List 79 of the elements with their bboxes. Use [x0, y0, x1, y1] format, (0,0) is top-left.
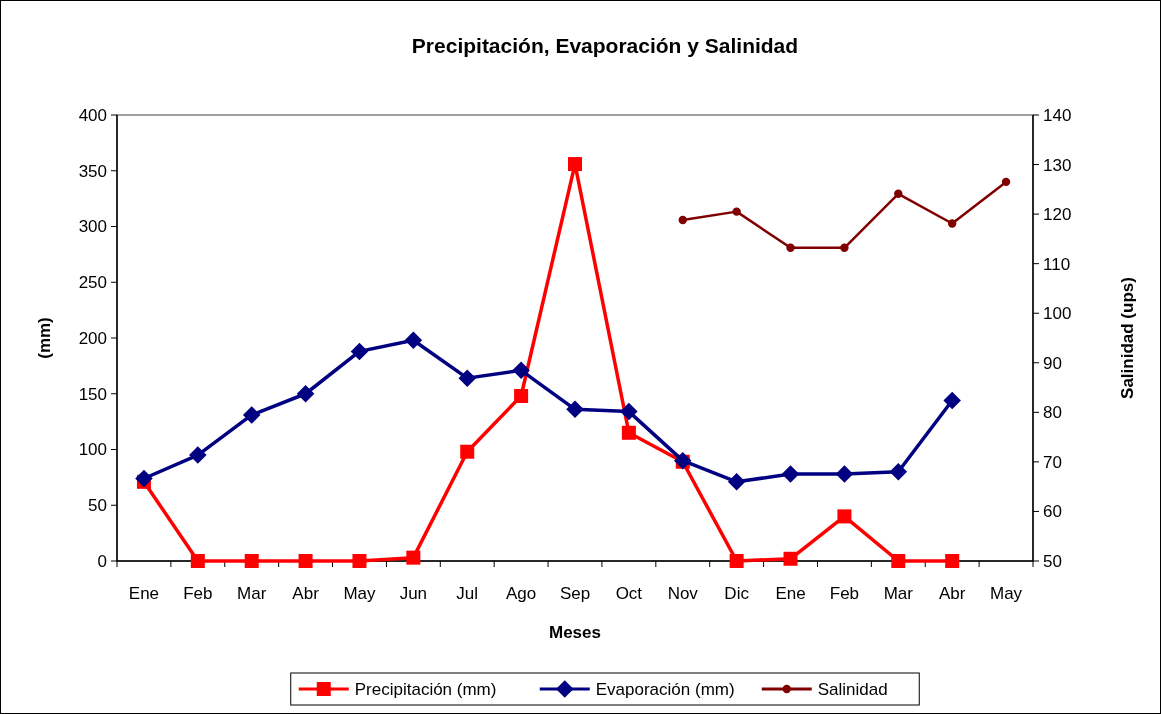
- y2-axis-title: Salinidad (ups): [1118, 277, 1137, 399]
- point: [891, 554, 906, 568]
- x-tick-label: Mar: [883, 584, 914, 603]
- x-tick-label: Abr: [292, 584, 320, 603]
- point: [512, 361, 530, 380]
- y-axis-title: (mm): [35, 317, 54, 359]
- point: [835, 465, 854, 483]
- point: [296, 385, 315, 403]
- point: [189, 446, 207, 464]
- y2-tick-label: 60: [1043, 502, 1062, 522]
- x-tick-label: Feb: [829, 584, 860, 603]
- point: [458, 369, 476, 387]
- x-tick-label: Feb: [183, 584, 213, 603]
- y2-tick-label: 80: [1043, 403, 1062, 423]
- y-tick-label: 350: [78, 161, 107, 181]
- point: [298, 554, 313, 568]
- point: [947, 219, 957, 228]
- y-tick-label: 300: [78, 217, 107, 237]
- y2-tick-label: 110: [1043, 254, 1071, 274]
- point: [837, 509, 852, 524]
- point: [406, 550, 421, 565]
- point: [460, 444, 475, 459]
- point: [244, 554, 259, 568]
- x-axis-title: Meses: [549, 623, 601, 642]
- y2-tick-label: 100: [1043, 304, 1072, 324]
- x-tick-label: May: [343, 584, 377, 603]
- point: [889, 463, 908, 481]
- y2-tick-label: 140: [1043, 105, 1072, 125]
- point: [566, 400, 584, 419]
- point: [1001, 177, 1011, 187]
- y2-tick-label: 90: [1043, 353, 1062, 373]
- x-tick-label: Abr: [938, 584, 966, 603]
- point: [943, 391, 961, 410]
- x-tick-label: Sep: [559, 584, 591, 603]
- legend-label: Precipitación (mm): [354, 679, 497, 699]
- legend-label: Evaporación (mm): [595, 679, 735, 699]
- y-tick-label: 50: [88, 496, 107, 516]
- y-tick-label: 150: [78, 384, 107, 404]
- y-tick-label: 250: [78, 273, 107, 293]
- y-tick-label: 0: [97, 551, 107, 571]
- point: [352, 554, 367, 568]
- point: [727, 473, 746, 491]
- x-tick-label: Ene: [128, 584, 160, 603]
- x-tick-label: Mar: [237, 584, 267, 603]
- point: [840, 243, 849, 253]
- x-tick-label: Ago: [505, 584, 537, 603]
- x-tick-label: Oct: [615, 584, 643, 603]
- legend-label: Salinidad: [817, 679, 888, 699]
- point: [514, 388, 529, 403]
- x-tick-label: May: [990, 584, 1023, 603]
- point: [621, 425, 636, 440]
- point: [620, 402, 638, 421]
- y2-tick-label: 130: [1043, 155, 1072, 175]
- point: [190, 554, 205, 568]
- point: [732, 207, 741, 216]
- point: [945, 554, 960, 568]
- x-tick-label: Jul: [456, 584, 479, 603]
- point: [894, 189, 903, 198]
- point: [404, 331, 423, 349]
- point: [729, 554, 744, 568]
- point: [135, 469, 153, 488]
- point: [783, 551, 798, 566]
- point: [678, 215, 687, 225]
- x-tick-label: Nov: [667, 584, 699, 603]
- point: [568, 157, 582, 172]
- x-tick-label: Jun: [399, 584, 428, 603]
- chart-title: Precipitación, Evaporación y Salinidad: [411, 34, 799, 57]
- x-tick-label: Dic: [724, 584, 750, 603]
- point: [350, 342, 369, 361]
- y-tick-label: 100: [78, 440, 107, 460]
- y-tick-label: 400: [78, 105, 107, 125]
- point: [786, 243, 795, 253]
- y2-tick-label: 120: [1043, 205, 1072, 225]
- y-tick-label: 200: [78, 328, 107, 348]
- point: [242, 406, 261, 424]
- y2-tick-label: 70: [1043, 452, 1062, 472]
- y2-tick-label: 50: [1043, 551, 1062, 571]
- x-tick-label: Ene: [775, 584, 806, 603]
- point: [781, 465, 800, 483]
